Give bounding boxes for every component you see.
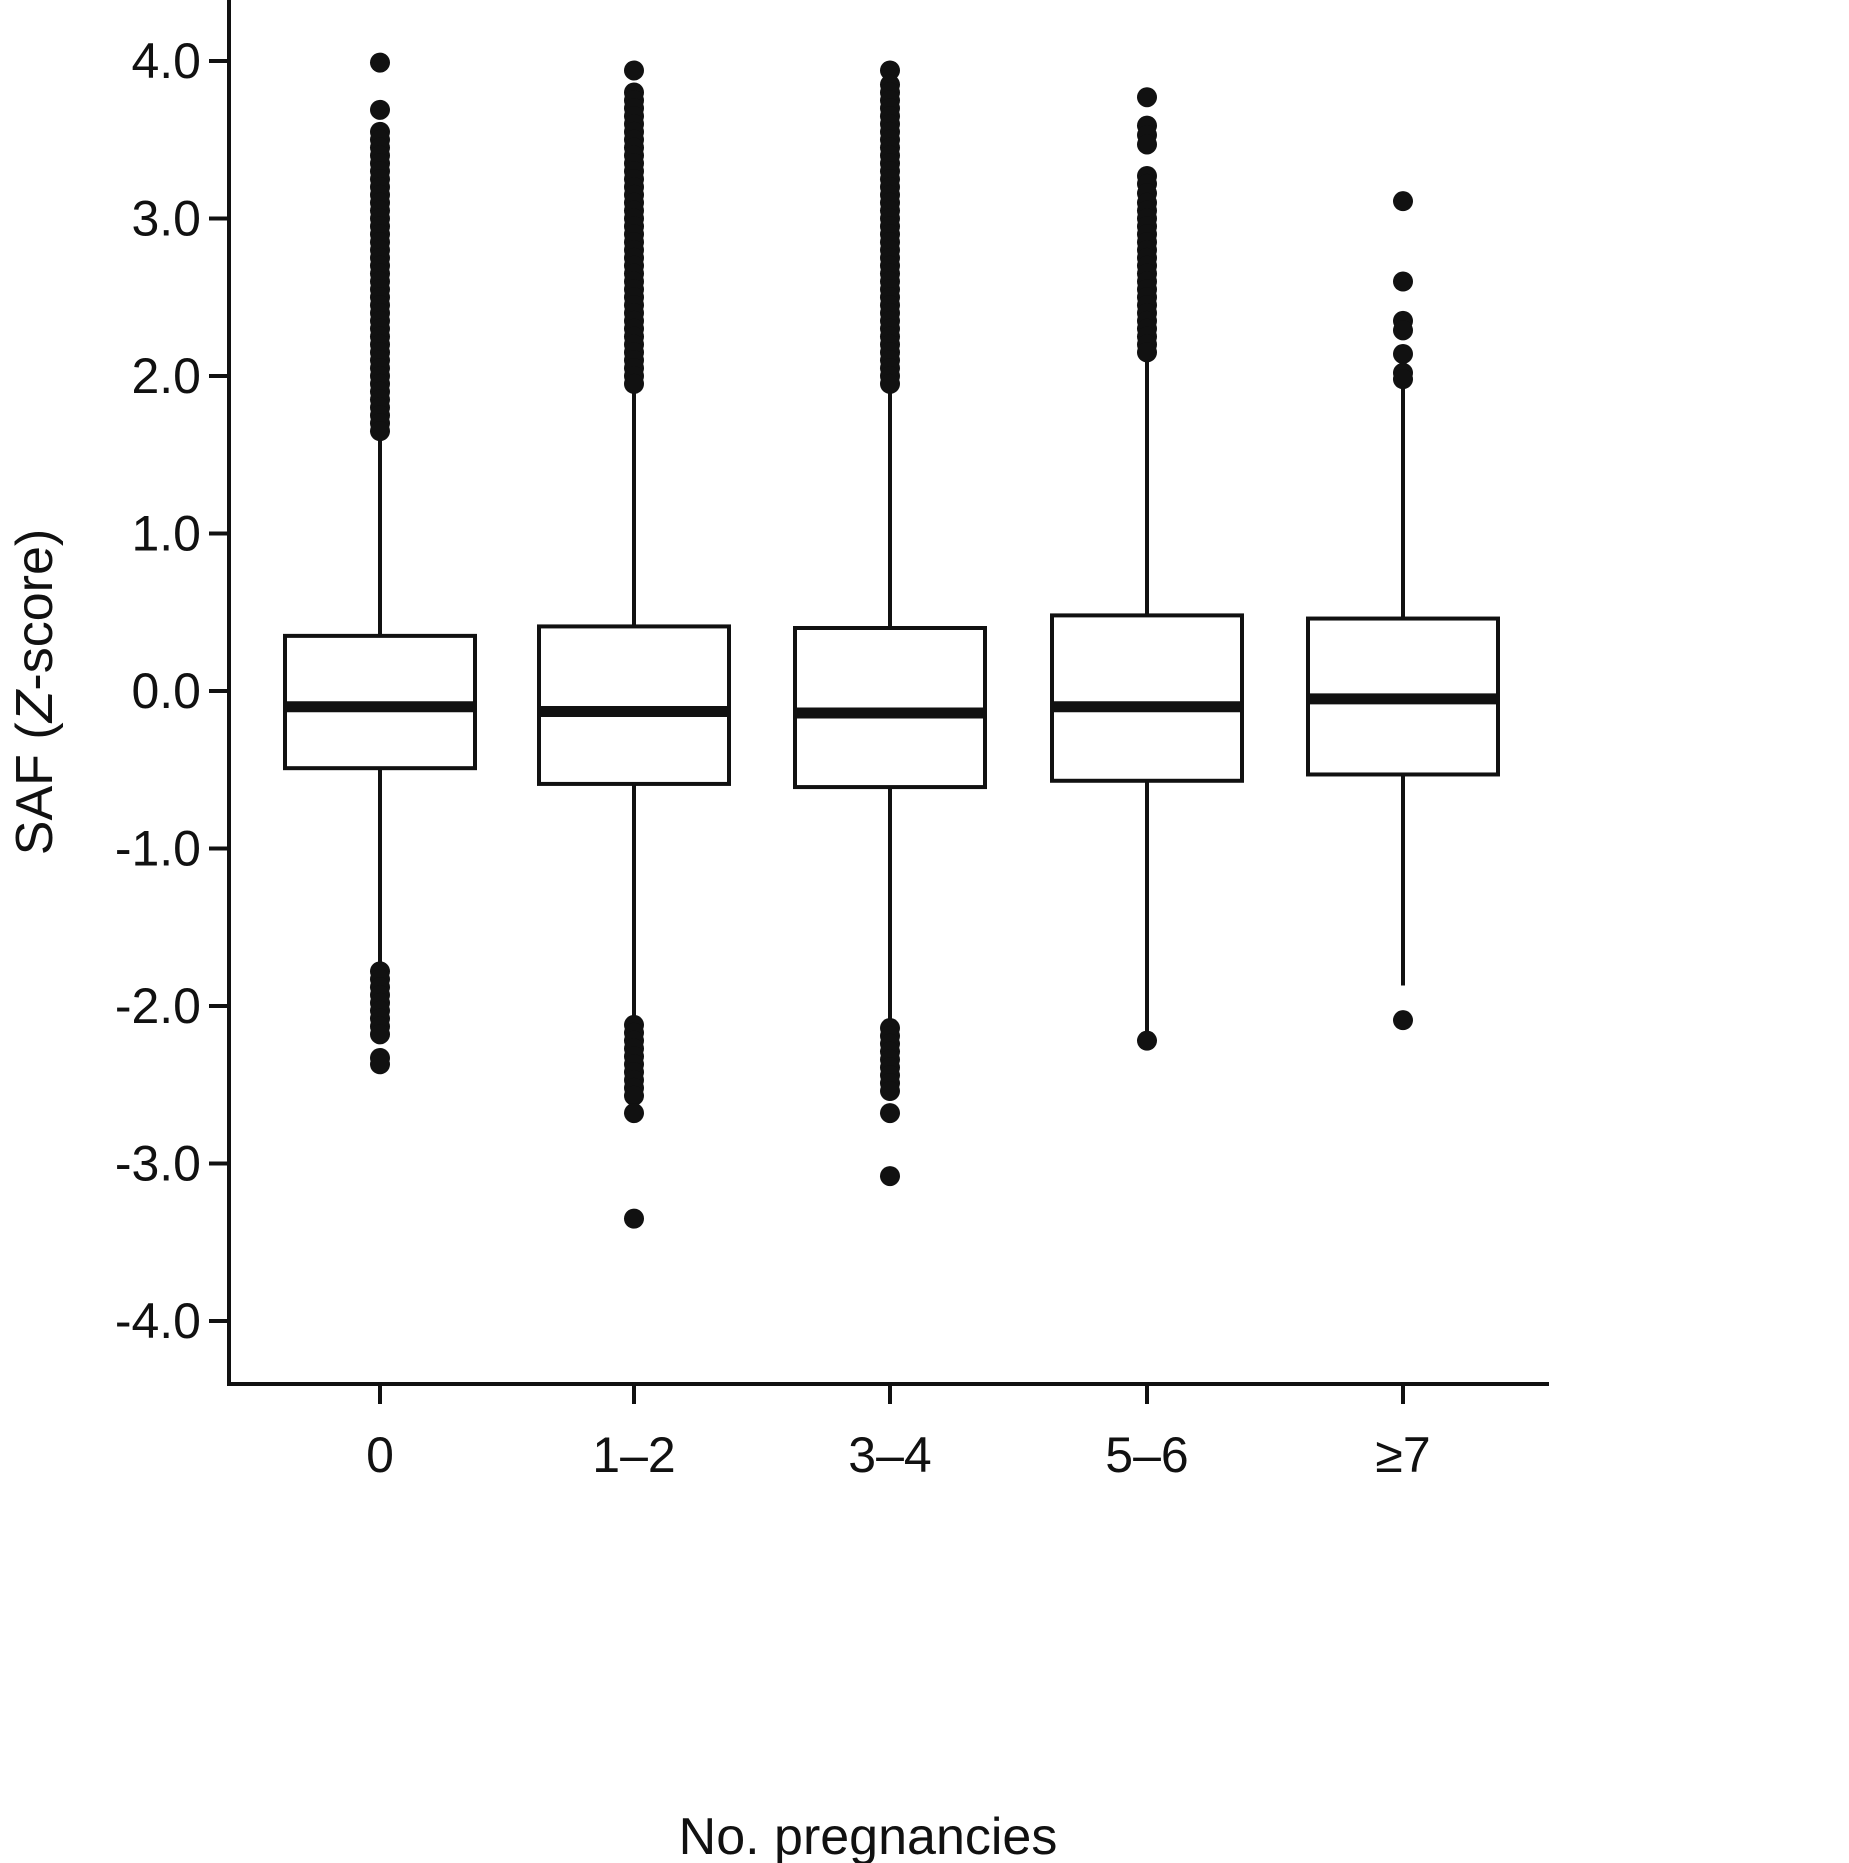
y-tick-label: 3.0 xyxy=(131,191,201,247)
box-group xyxy=(283,52,477,1075)
outlier-point xyxy=(370,99,390,120)
y-tick-label: 4.0 xyxy=(131,33,201,89)
y-axis-title-main: SAF ( xyxy=(6,722,64,856)
outlier-point xyxy=(370,52,390,73)
outlier-point xyxy=(880,373,900,394)
y-tick-label: 2.0 xyxy=(131,348,201,404)
outlier-point xyxy=(1137,1030,1157,1051)
outlier-point xyxy=(880,60,900,81)
iqr-box xyxy=(537,624,731,786)
x-tick-label: ≥7 xyxy=(1375,1427,1430,1483)
plot-area xyxy=(283,52,1500,1229)
outlier-point xyxy=(1137,134,1157,155)
y-tick-label: 0.0 xyxy=(131,663,201,719)
x-axis: 0 1–2 3–4 5–6 ≥7 xyxy=(366,1384,1431,1483)
y-tick-label: -2.0 xyxy=(115,978,201,1034)
y-tick-label: -3.0 xyxy=(115,1136,201,1192)
outlier-point xyxy=(1393,1010,1413,1031)
outlier-point xyxy=(370,1024,390,1045)
x-axis-title: No. pregnancies xyxy=(679,1808,1058,1863)
x-tick-label: 3–4 xyxy=(848,1427,931,1483)
outlier-point xyxy=(624,1208,644,1229)
box-group xyxy=(1050,87,1244,1051)
outlier-point xyxy=(880,1166,900,1187)
y-axis-title-italic: Z xyxy=(6,688,64,724)
outlier-point xyxy=(1393,343,1413,364)
outlier-point xyxy=(624,1103,644,1124)
outlier-point xyxy=(1393,271,1413,292)
box-group xyxy=(537,60,731,1229)
box-group xyxy=(1306,191,1500,1031)
outlier-point xyxy=(1393,320,1413,341)
outlier-point xyxy=(880,1081,900,1102)
box-group xyxy=(793,60,987,1187)
outlier-point xyxy=(880,1103,900,1124)
outlier-point xyxy=(624,1085,644,1106)
outlier-point xyxy=(1393,191,1413,212)
outlier-point xyxy=(624,373,644,394)
y-axis: -4.0 -3.0 -2.0 -1.0 0.0 1.0 2.0 3.0 4.0 xyxy=(115,33,229,1349)
y-axis-title-rest: -score) xyxy=(6,529,64,691)
x-tick-label: 0 xyxy=(366,1427,394,1483)
x-tick-label: 5–6 xyxy=(1105,1427,1188,1483)
x-tick-label: 1–2 xyxy=(592,1427,675,1483)
outlier-point xyxy=(370,1054,390,1075)
outlier-point xyxy=(1393,369,1413,390)
outlier-point xyxy=(624,60,644,81)
outlier-point xyxy=(1137,87,1157,108)
iqr-box xyxy=(1050,613,1244,783)
y-tick-label: -4.0 xyxy=(115,1293,201,1349)
outlier-point xyxy=(370,421,390,442)
outlier-point xyxy=(1137,342,1157,363)
y-axis-title: SAF (Z-score) xyxy=(6,529,64,855)
y-tick-label: -1.0 xyxy=(115,821,201,877)
y-tick-label: 1.0 xyxy=(131,506,201,562)
iqr-box xyxy=(793,626,987,790)
